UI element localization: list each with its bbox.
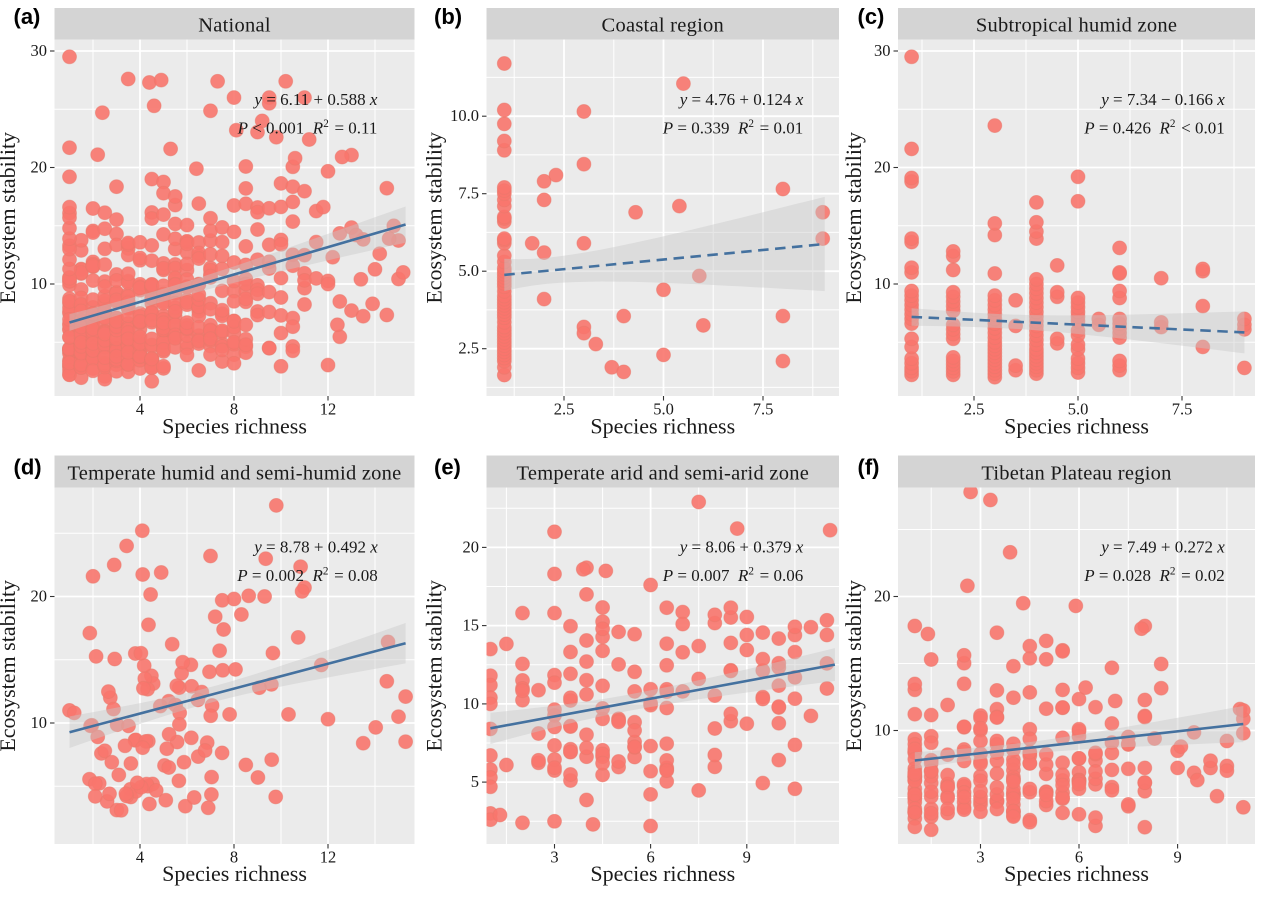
svg-text:12: 12 (320, 848, 337, 867)
svg-text:P = 0.426 R2 < 0.01: P = 0.426 R2 < 0.01 (1083, 118, 1224, 138)
svg-text:7.5: 7.5 (458, 184, 479, 203)
svg-text:7.5: 7.5 (753, 400, 774, 419)
svg-text:10: 10 (874, 274, 891, 293)
svg-text:6: 6 (1075, 848, 1083, 867)
svg-text:Species richness: Species richness (1004, 414, 1149, 439)
svg-text:20: 20 (874, 587, 891, 606)
svg-text:5: 5 (471, 772, 479, 791)
svg-text:(d): (d) (14, 455, 42, 480)
svg-text:Species richness: Species richness (162, 414, 307, 439)
svg-text:y = 8.78 + 0.492 x: y = 8.78 + 0.492 x (252, 538, 378, 557)
svg-text:Temperate humid and semi-humid: Temperate humid and semi-humid zone (67, 463, 401, 485)
svg-text:y = 7.34 − 0.166 x: y = 7.34 − 0.166 x (1099, 90, 1225, 109)
svg-text:12: 12 (320, 400, 337, 419)
svg-text:Ecosystem stability: Ecosystem stability (841, 132, 866, 304)
svg-text:3: 3 (976, 848, 984, 867)
svg-text:30: 30 (31, 41, 48, 60)
svg-text:3: 3 (550, 848, 558, 867)
svg-text:10.0: 10.0 (450, 106, 479, 125)
svg-text:4: 4 (136, 400, 144, 419)
svg-text:15: 15 (463, 616, 480, 635)
svg-text:9: 9 (743, 848, 751, 867)
svg-text:Ecosystem stability: Ecosystem stability (841, 580, 866, 752)
svg-text:(e): (e) (434, 455, 461, 480)
svg-text:(a): (a) (14, 4, 41, 29)
svg-text:Ecosystem stability: Ecosystem stability (0, 580, 20, 752)
svg-text:20: 20 (31, 587, 48, 606)
svg-text:5.0: 5.0 (458, 261, 479, 280)
svg-text:4: 4 (136, 848, 144, 867)
svg-text:10: 10 (874, 721, 891, 740)
svg-text:Tibetan Plateau region: Tibetan Plateau region (981, 463, 1171, 485)
svg-text:9: 9 (1173, 848, 1181, 867)
svg-text:y = 7.49 + 0.272 x: y = 7.49 + 0.272 x (1099, 538, 1225, 557)
svg-text:Subtropical humid zone: Subtropical humid zone (976, 15, 1177, 37)
svg-text:y = 8.06 + 0.379 x: y = 8.06 + 0.379 x (678, 538, 804, 557)
svg-text:10: 10 (463, 694, 480, 713)
svg-text:National: National (198, 15, 271, 37)
svg-text:10: 10 (31, 713, 48, 732)
svg-text:20: 20 (31, 158, 48, 177)
svg-text:5.0: 5.0 (653, 400, 674, 419)
svg-text:Ecosystem stability: Ecosystem stability (422, 580, 447, 752)
svg-text:Species richness: Species richness (1004, 861, 1149, 886)
svg-text:P = 0.339 R2 = 0.01: P = 0.339 R2 = 0.01 (662, 118, 803, 138)
svg-text:8: 8 (230, 848, 238, 867)
svg-text:y = 4.76 + 0.124 x: y = 4.76 + 0.124 x (678, 90, 804, 109)
svg-text:Ecosystem stability: Ecosystem stability (422, 132, 447, 304)
svg-text:y = 6.11 + 0.588 x: y = 6.11 + 0.588 x (253, 90, 378, 109)
svg-text:Ecosystem stability: Ecosystem stability (0, 132, 20, 304)
svg-text:8: 8 (230, 400, 238, 419)
svg-text:6: 6 (646, 848, 654, 867)
svg-text:P = 0.028 R2 = 0.02: P = 0.028 R2 = 0.02 (1083, 566, 1224, 586)
svg-text:10: 10 (31, 274, 48, 293)
svg-text:(c): (c) (858, 4, 885, 29)
svg-text:7.5: 7.5 (1172, 400, 1193, 419)
svg-text:20: 20 (463, 537, 480, 556)
svg-text:(f): (f) (858, 455, 880, 480)
svg-text:Temperate arid and semi-arid z: Temperate arid and semi-arid zone (517, 463, 810, 485)
svg-text:2.5: 2.5 (554, 400, 575, 419)
svg-text:Species richness: Species richness (590, 861, 735, 886)
svg-text:Species richness: Species richness (162, 861, 307, 886)
svg-text:P = 0.007 R2 = 0.06: P = 0.007 R2 = 0.06 (662, 566, 803, 586)
svg-text:P < 0.001 R2 = 0.11: P < 0.001 R2 = 0.11 (237, 118, 378, 138)
svg-text:2.5: 2.5 (458, 339, 479, 358)
svg-text:5.0: 5.0 (1068, 400, 1089, 419)
svg-text:Coastal region: Coastal region (602, 15, 725, 37)
svg-text:2.5: 2.5 (964, 400, 985, 419)
svg-text:P = 0.002 R2 = 0.08: P = 0.002 R2 = 0.08 (236, 566, 377, 586)
svg-text:Species richness: Species richness (590, 414, 735, 439)
svg-text:(b): (b) (434, 4, 462, 29)
svg-text:20: 20 (874, 158, 891, 177)
svg-text:30: 30 (874, 41, 891, 60)
